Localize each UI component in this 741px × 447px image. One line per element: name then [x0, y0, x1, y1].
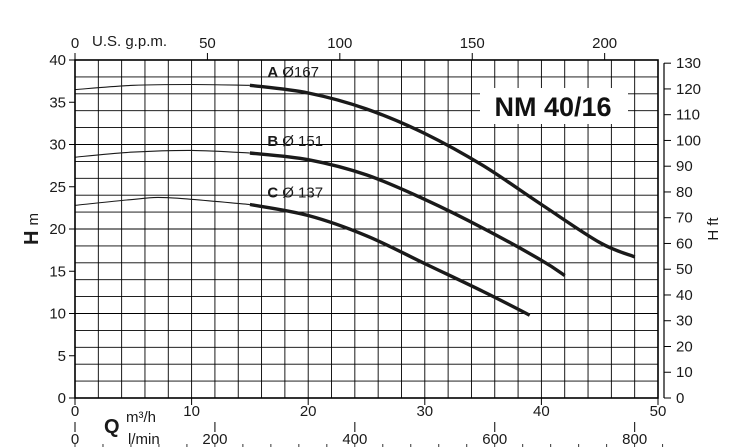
- chart-title: NM 40/16: [494, 92, 611, 122]
- y2-tick-label: 50: [676, 261, 693, 278]
- x3-tick-label: 600: [482, 431, 507, 447]
- curve-label-a: A Ø167: [267, 64, 319, 81]
- y2-tick-label: 130: [676, 55, 701, 72]
- title-background: [480, 88, 628, 124]
- y-tick-label: 10: [49, 306, 66, 323]
- x-tick-label: 20: [300, 403, 317, 420]
- y2-tick-label: 0: [676, 390, 684, 407]
- curve-c-operating: [249, 202, 531, 317]
- y-tick-label: 40: [49, 52, 66, 69]
- y-tick-label: 15: [49, 263, 66, 280]
- y2-tick-label: 100: [676, 132, 701, 149]
- curve-letter-b: B: [267, 133, 278, 150]
- y-tick-label: 25: [49, 179, 66, 196]
- y-tick-label: 30: [49, 137, 66, 154]
- y2-tick-label: 110: [676, 107, 700, 124]
- curve-diameter-a: Ø167: [282, 64, 319, 81]
- curves: [74, 83, 636, 317]
- y-axis-title: Hm: [21, 213, 43, 245]
- y-tick-label: 35: [49, 94, 66, 111]
- y2-axis-letter: H: [705, 230, 722, 241]
- y2-tick-label: 30: [676, 313, 693, 330]
- y2-tick-label: 10: [676, 364, 693, 381]
- x3-tick-label: 0: [71, 431, 79, 447]
- y-tick-label: 5: [58, 348, 66, 365]
- x2-tick-label: 150: [460, 35, 485, 52]
- y-axis-unit: m: [25, 213, 42, 226]
- y2-axis-unit: ft: [705, 217, 722, 226]
- x2-tick-label: 50: [199, 35, 216, 52]
- y2-tick-label: 40: [676, 287, 693, 304]
- x3-tick-label: 800: [622, 431, 647, 447]
- x-tick-label: 0: [71, 403, 79, 420]
- y2-tick-label: 70: [676, 210, 693, 227]
- x3-unit-label: l/min: [128, 431, 160, 447]
- x-tick-label: 40: [533, 403, 550, 420]
- x3-tick-label: 400: [342, 431, 367, 447]
- curve-b-extended: [74, 149, 250, 158]
- x2-unit-label: U.S. g.p.m.: [92, 33, 167, 50]
- x2-tick-label: 0: [71, 35, 79, 52]
- curve-a-operating: [249, 83, 636, 259]
- curve-c-extended: [74, 196, 250, 206]
- y2-tick-label: 60: [676, 235, 693, 252]
- y-tick-label: 0: [58, 390, 66, 407]
- x2-tick-label: 100: [327, 35, 352, 52]
- curve-b-operating: [249, 151, 566, 277]
- curve-letter-c: C: [267, 185, 278, 202]
- curve-a-extended: [74, 83, 250, 91]
- curve-diameter-b: Ø 151: [282, 133, 323, 150]
- y2-tick-label: 120: [676, 81, 701, 98]
- y2-tick-label: 80: [676, 184, 693, 201]
- x-axis-unit: m³/h: [126, 409, 156, 426]
- y2-tick-label: 20: [676, 338, 693, 355]
- x3-tick-label: 200: [202, 431, 227, 447]
- y2-tick-label: 90: [676, 158, 693, 175]
- y-axis-letter: H: [21, 231, 43, 245]
- x-axis-letter: Q: [104, 416, 120, 438]
- x-tick-label: 30: [416, 403, 433, 420]
- curve-diameter-c: Ø 137: [282, 185, 323, 202]
- curve-letter-a: A: [267, 64, 278, 81]
- y-tick-label: 20: [49, 221, 66, 238]
- x2-tick-label: 200: [592, 35, 617, 52]
- x-tick-label: 10: [183, 403, 200, 420]
- y2-axis-title: Hft: [705, 217, 722, 241]
- x-tick-label: 50: [650, 403, 667, 420]
